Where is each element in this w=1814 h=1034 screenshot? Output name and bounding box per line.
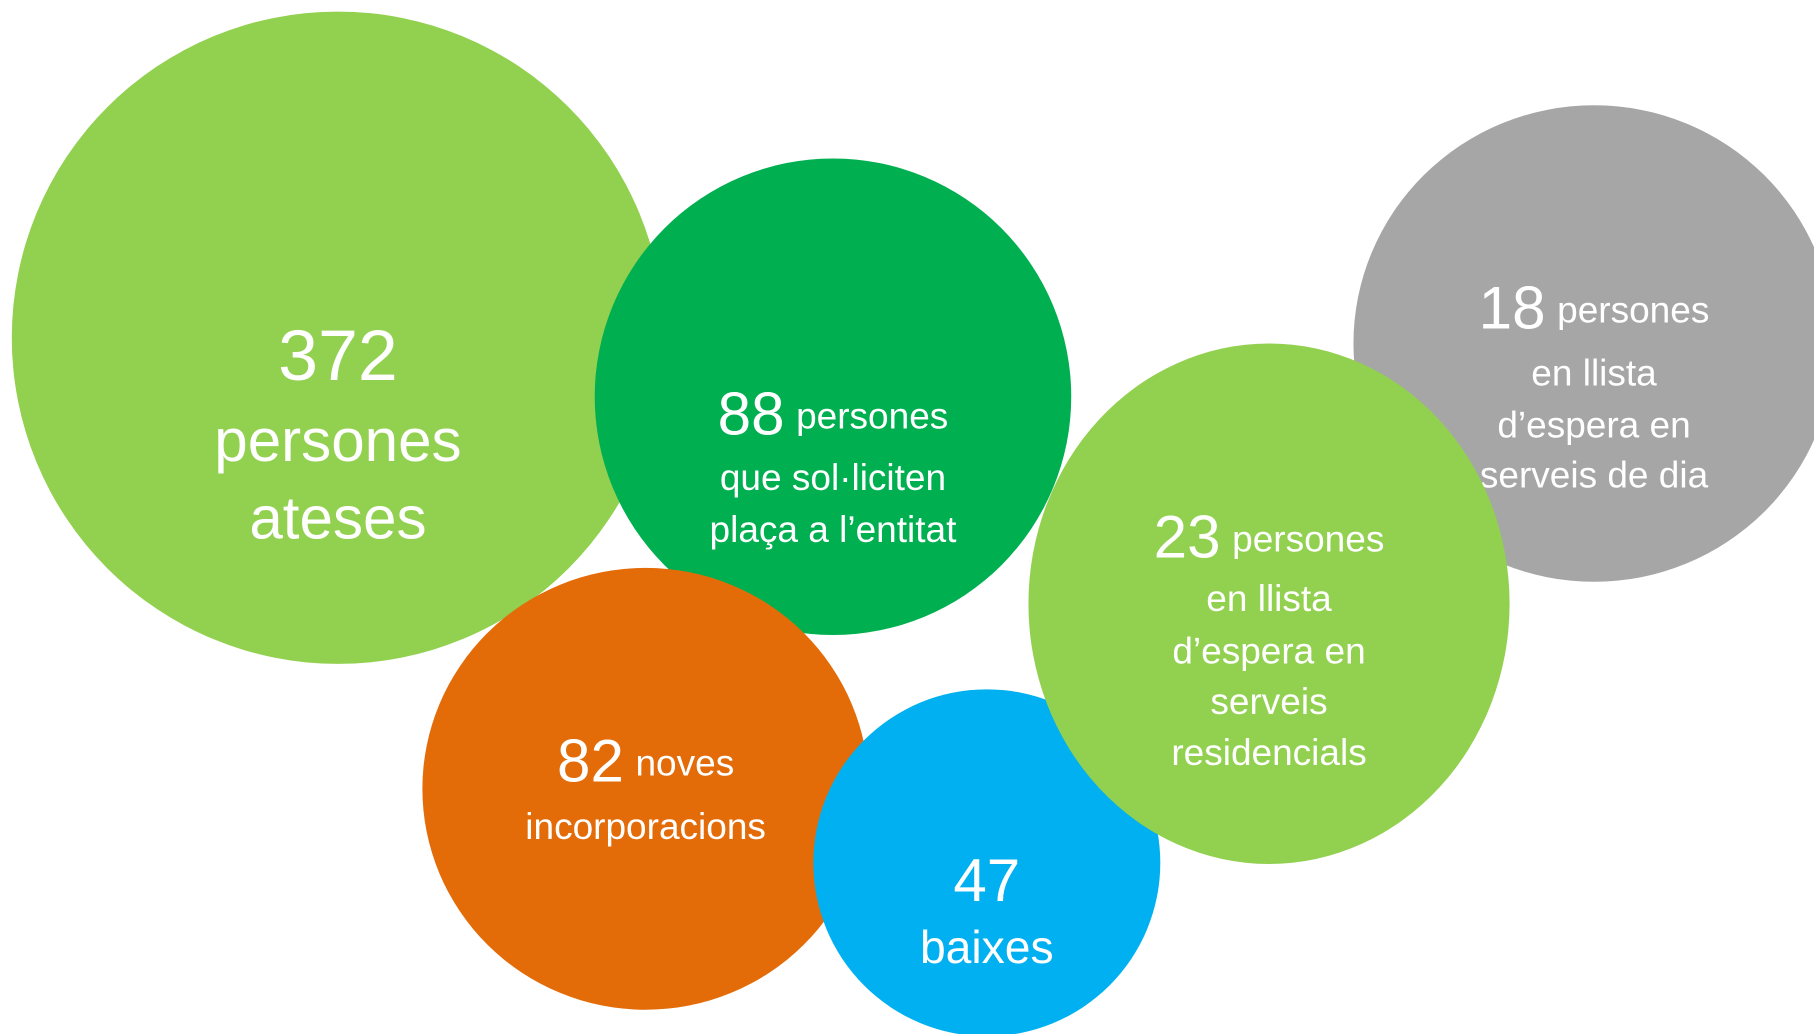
bubble-label: d’espera en xyxy=(1172,629,1365,671)
bubble-circle xyxy=(422,567,869,1010)
bubble: 23 persones en llista d’espera en serveis res… xyxy=(1028,343,1510,864)
bubble-number: 18 xyxy=(1479,274,1546,341)
bubble-label: persones xyxy=(1232,517,1384,559)
bubble-number: 372 xyxy=(278,316,398,396)
bubble-label: baixes xyxy=(920,921,1054,973)
bubble: 47 baixes xyxy=(813,689,1161,1034)
bubble-label: en llista xyxy=(1206,577,1332,619)
bubble: 88 persones que sol·liciten plaça a l’entit… xyxy=(594,158,1072,635)
bubble-label: que sol·liciten xyxy=(720,456,946,498)
bubble-number: 23 xyxy=(1154,503,1221,570)
bubble-circle xyxy=(1028,343,1510,864)
bubble: 372 persones ateses xyxy=(11,11,665,664)
bubble-headline: 82 noves xyxy=(557,728,734,795)
bubble-label: persones xyxy=(1557,288,1709,330)
bubble-label: serveis de dia xyxy=(1480,453,1709,495)
bubble-label: persones xyxy=(214,407,461,474)
bubble-headline: 47 xyxy=(953,847,1020,914)
bubble-headline: 23 persones xyxy=(1154,503,1385,570)
bubble-number: 82 xyxy=(557,728,624,795)
bubble-label: ateses xyxy=(249,485,426,552)
bubble-circle xyxy=(813,689,1161,1034)
bubble-label: noves xyxy=(635,741,734,783)
bubble-headline: 18 persones xyxy=(1479,274,1710,341)
bubble-number: 47 xyxy=(953,847,1020,914)
bubble-label: residencials xyxy=(1171,731,1366,773)
bubble-number: 88 xyxy=(718,381,785,448)
bubble-circle xyxy=(594,158,1072,635)
bubble-label: en llista xyxy=(1531,352,1657,394)
bubble-label: serveis xyxy=(1210,680,1327,722)
bubble-label: persones xyxy=(796,394,948,436)
bubble-label: incorporacions xyxy=(525,805,766,847)
bubble-label: plaça a l’entitat xyxy=(710,508,958,550)
bubble-headline: 88 persones xyxy=(718,381,949,448)
bubble-headline: 372 xyxy=(278,316,398,396)
bubble: 82 noves incorporacions xyxy=(422,567,869,1010)
bubble-circle xyxy=(11,11,665,664)
bubble-label: d’espera en xyxy=(1497,404,1690,446)
